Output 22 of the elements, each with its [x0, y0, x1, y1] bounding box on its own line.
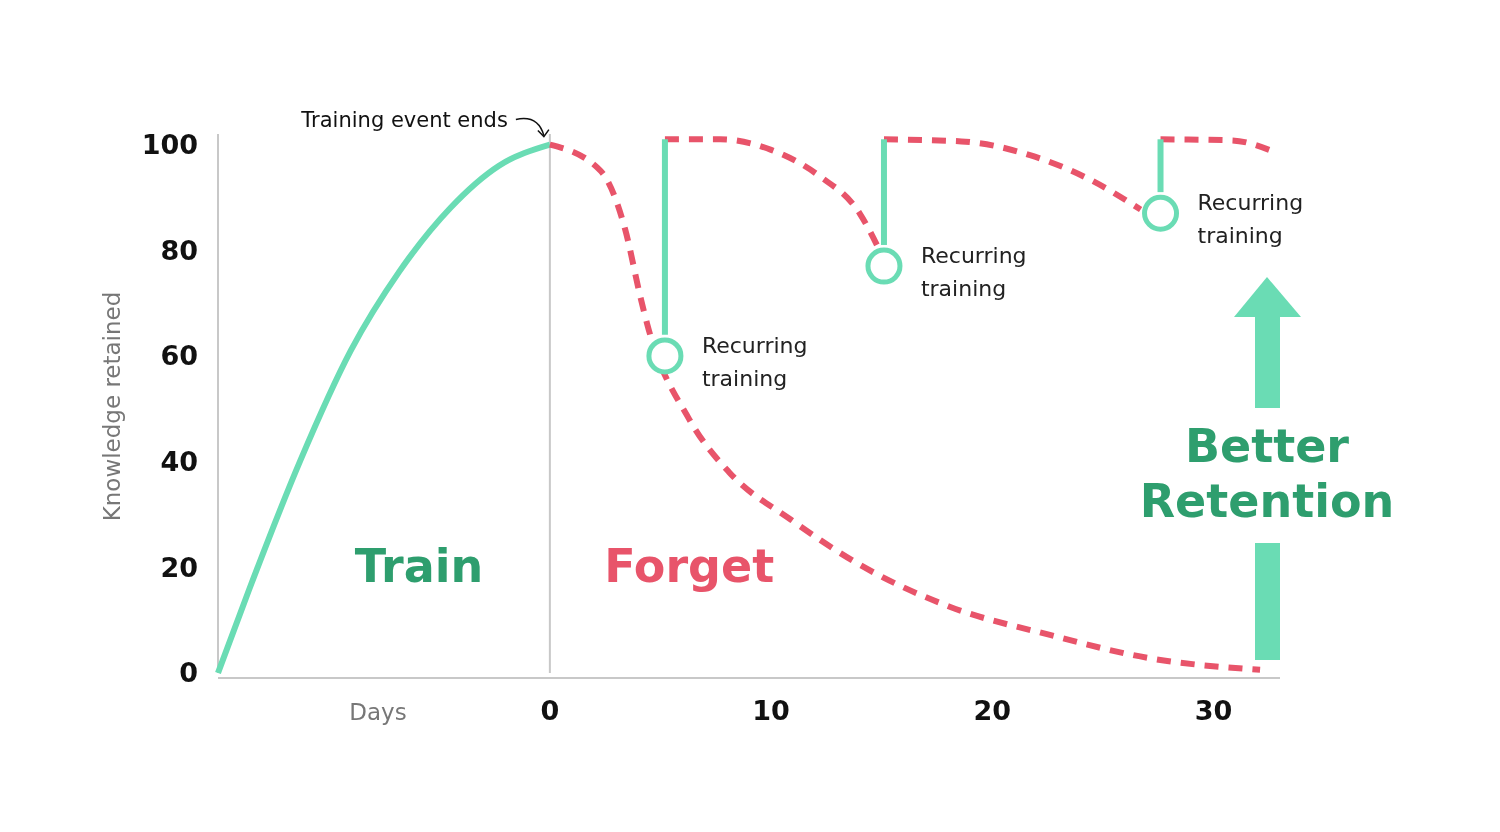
x-tick-label: 0: [540, 695, 560, 726]
y-axis-title: Knowledge retained: [99, 291, 125, 522]
annotation: Forget: [604, 539, 775, 593]
annotation: Recurring training: [701, 332, 808, 391]
y-tick-label: 20: [160, 551, 198, 583]
y-tick-label: 100: [141, 129, 198, 161]
annotation: Recurring training: [920, 243, 1027, 302]
y-tick-label: 80: [160, 234, 198, 266]
y-tick-label: 40: [160, 446, 198, 478]
annotation: Better Retention: [1139, 419, 1395, 529]
annotation: Recurring training: [1197, 190, 1304, 249]
y-tick-label: 0: [179, 657, 198, 689]
point: [646, 337, 684, 375]
point: [1142, 194, 1180, 232]
y-tick-label: 60: [160, 340, 198, 372]
annotation: Train: [354, 539, 484, 593]
annotation: Training event ends: [300, 107, 508, 132]
x-tick-label: 30: [1194, 695, 1233, 726]
point: [865, 247, 903, 285]
x-tick-label: 20: [973, 695, 1012, 726]
x-tick-label: 10: [752, 695, 790, 726]
x-axis-title: Days: [349, 699, 407, 725]
